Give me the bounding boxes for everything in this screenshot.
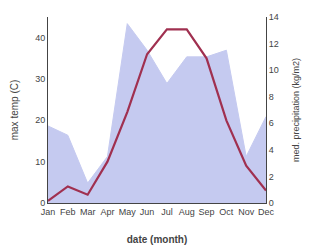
svg-text:20: 20 [35,115,45,125]
svg-text:0: 0 [269,198,274,208]
svg-text:med. precipitation (kg/m2): med. precipitation (kg/m2) [291,58,301,162]
svg-text:Mar: Mar [80,207,96,217]
svg-text:0: 0 [40,198,45,208]
svg-text:May: May [119,207,137,217]
svg-text:Dec: Dec [258,207,275,217]
svg-text:14: 14 [269,12,279,22]
svg-text:30: 30 [35,74,45,84]
svg-text:Sep: Sep [199,207,215,217]
svg-text:Oct: Oct [219,207,234,217]
svg-text:6: 6 [269,118,274,128]
svg-text:max temp (C): max temp (C) [9,80,20,141]
svg-text:10: 10 [269,65,279,75]
svg-text:date (month): date (month) [127,234,188,245]
svg-text:Jul: Jul [161,207,173,217]
svg-text:4: 4 [269,145,274,155]
svg-text:Feb: Feb [60,207,76,217]
svg-text:2: 2 [269,172,274,182]
svg-text:Apr: Apr [100,207,114,217]
svg-text:Nov: Nov [238,207,255,217]
svg-text:8: 8 [269,92,274,102]
svg-text:Jan: Jan [41,207,56,217]
svg-text:40: 40 [35,33,45,43]
svg-text:Aug: Aug [179,207,195,217]
svg-text:12: 12 [269,39,279,49]
svg-text:10: 10 [35,157,45,167]
svg-text:Jun: Jun [140,207,155,217]
